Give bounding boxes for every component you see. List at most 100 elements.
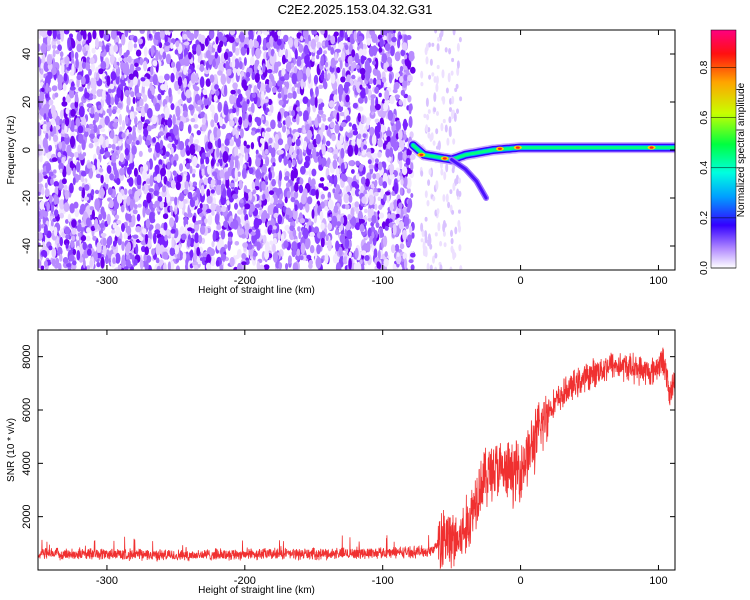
noise-cell xyxy=(279,100,284,106)
noise-cell xyxy=(336,67,340,73)
noise-cell xyxy=(121,75,124,80)
noise-cell xyxy=(385,43,391,51)
noise-cell xyxy=(176,182,181,191)
noise-cell xyxy=(255,186,259,190)
noise-cell xyxy=(379,93,382,98)
noise-cell xyxy=(70,109,76,117)
noise-cell xyxy=(410,253,416,258)
noise-cell xyxy=(448,73,451,83)
noise-cell xyxy=(142,206,145,217)
noise-cell xyxy=(328,217,332,221)
noise-cell xyxy=(407,75,413,82)
noise-cell xyxy=(428,75,431,80)
noise-cell xyxy=(451,210,454,215)
noise-cell xyxy=(272,244,276,253)
noise-cell xyxy=(273,225,277,229)
noise-cell xyxy=(211,210,215,216)
noise-cell xyxy=(356,59,361,63)
noise-cell xyxy=(420,71,423,79)
noise-cell xyxy=(194,139,199,144)
noise-cell xyxy=(269,225,273,231)
noise-cell xyxy=(296,114,299,125)
noise-cell xyxy=(127,167,132,175)
noise-cell xyxy=(70,136,75,148)
noise-cell xyxy=(136,93,142,98)
noise-cell xyxy=(400,243,405,249)
noise-cell xyxy=(149,188,154,192)
noise-cell xyxy=(340,122,346,127)
noise-cell xyxy=(41,266,45,270)
noise-cell xyxy=(320,73,324,81)
noise-cell xyxy=(108,236,113,246)
noise-cell xyxy=(221,74,227,85)
noise-cell xyxy=(382,181,387,188)
noise-cell xyxy=(165,27,169,35)
noise-cell xyxy=(340,101,344,107)
noise-cell xyxy=(427,200,430,206)
noise-cell xyxy=(372,135,377,146)
noise-cell xyxy=(395,94,400,98)
noise-cell xyxy=(112,122,118,127)
noise-cell xyxy=(161,90,165,95)
noise-cell xyxy=(372,173,376,179)
noise-cell xyxy=(428,109,431,114)
noise-cell xyxy=(56,197,60,204)
noise-cell xyxy=(320,55,324,66)
noise-cell xyxy=(99,26,104,38)
noise-cell xyxy=(63,97,66,103)
noise-cell xyxy=(216,36,219,44)
noise-cell xyxy=(57,152,61,158)
noise-cell xyxy=(49,172,54,177)
noise-cell xyxy=(123,57,128,62)
noise-cell xyxy=(168,88,172,98)
noise-cell xyxy=(375,104,381,110)
noise-cell xyxy=(179,192,184,201)
noise-cell xyxy=(390,45,395,56)
noise-cell xyxy=(255,204,261,208)
noise-cell xyxy=(448,116,451,123)
noise-cell xyxy=(264,99,269,103)
noise-cell xyxy=(260,138,264,144)
noise-cell xyxy=(118,265,122,271)
noise-cell xyxy=(207,196,213,204)
noise-cell xyxy=(188,124,192,134)
noise-cell xyxy=(287,93,293,99)
noise-cell xyxy=(76,44,82,53)
noise-cell xyxy=(69,183,74,194)
noise-cell xyxy=(251,103,255,114)
noise-cell xyxy=(437,142,440,149)
noise-cell xyxy=(333,154,338,160)
noise-cell xyxy=(255,60,260,66)
noise-cell xyxy=(171,134,174,141)
noise-cell xyxy=(170,205,173,211)
noise-cell xyxy=(270,120,276,130)
noise-cell xyxy=(272,87,277,93)
noise-cell xyxy=(160,30,165,39)
noise-cell xyxy=(435,180,438,190)
noise-cell xyxy=(372,153,378,159)
noise-cell xyxy=(51,221,54,227)
noise-cell xyxy=(436,111,439,116)
noise-cell xyxy=(291,197,296,202)
noise-cell xyxy=(130,91,134,97)
colorbar-tick-label: 0.4 xyxy=(699,160,710,174)
noise-cell xyxy=(171,103,175,110)
noise-cell xyxy=(298,44,303,53)
noise-cell xyxy=(279,262,283,269)
noise-cell xyxy=(165,151,169,156)
noise-cell xyxy=(425,190,428,198)
noise-cell xyxy=(256,117,261,126)
noise-cell xyxy=(109,173,114,180)
noise-cell xyxy=(358,113,361,122)
noise-cell xyxy=(193,196,198,200)
noise-cell xyxy=(197,100,203,105)
noise-cell xyxy=(271,179,276,187)
noise-cell xyxy=(224,52,228,60)
noise-cell xyxy=(173,67,177,73)
noise-cell xyxy=(166,193,170,203)
noise-cell xyxy=(309,260,314,265)
noise-cell xyxy=(363,145,367,150)
noise-cell xyxy=(143,61,147,72)
noise-cell xyxy=(110,129,114,139)
noise-cell xyxy=(210,74,215,82)
